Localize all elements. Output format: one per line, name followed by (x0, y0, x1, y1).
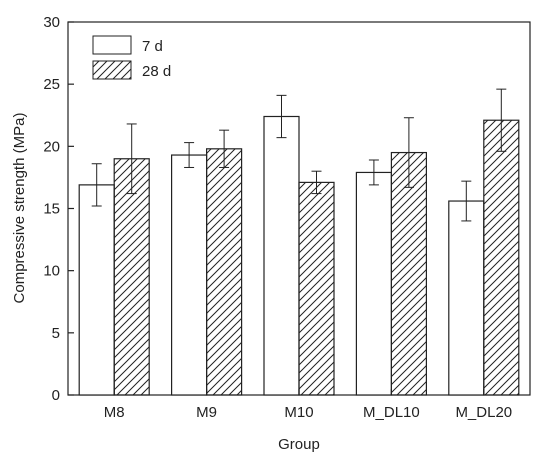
x-axis-title: Group (278, 436, 320, 453)
bar-28d (298, 181, 335, 396)
y-tick-label: 10 (43, 263, 60, 280)
y-axis-title: Compressive strength (MPa) (11, 113, 28, 304)
y-tick-label: 5 (52, 325, 60, 342)
bar-28d (113, 158, 150, 396)
bar-28d (390, 151, 427, 396)
legend-label-28d: 28 d (142, 63, 171, 80)
bar-7d (78, 184, 115, 396)
bar-28d (483, 119, 520, 396)
x-tick-label: M10 (284, 404, 313, 421)
x-tick-label: M9 (196, 404, 217, 421)
bar-7d (171, 154, 208, 396)
bar-7d (448, 200, 485, 396)
x-axis: M8 M9 M10 M_DL10 M_DL20 (104, 389, 512, 421)
legend: 7 d 28 d (92, 35, 171, 80)
bars-layer (78, 115, 520, 396)
y-tick-label: 0 (52, 387, 60, 404)
y-tick-label: 30 (43, 14, 60, 31)
y-axis: 0 5 10 15 20 25 30 (43, 14, 74, 404)
y-tick-label: 15 (43, 201, 60, 218)
bar-7d (263, 115, 300, 396)
legend-swatch-7d (92, 35, 132, 55)
legend-label-7d: 7 d (142, 38, 163, 55)
x-tick-label: M_DL10 (363, 404, 420, 421)
x-tick-label: M_DL20 (455, 404, 512, 421)
error-bars-layer (91, 88, 507, 222)
y-tick-label: 20 (43, 138, 60, 155)
x-tick-label: M8 (104, 404, 125, 421)
bar-7d (355, 171, 392, 396)
bar-28d (206, 148, 243, 396)
y-tick-label: 25 (43, 76, 60, 93)
legend-swatch-28d (92, 60, 132, 80)
